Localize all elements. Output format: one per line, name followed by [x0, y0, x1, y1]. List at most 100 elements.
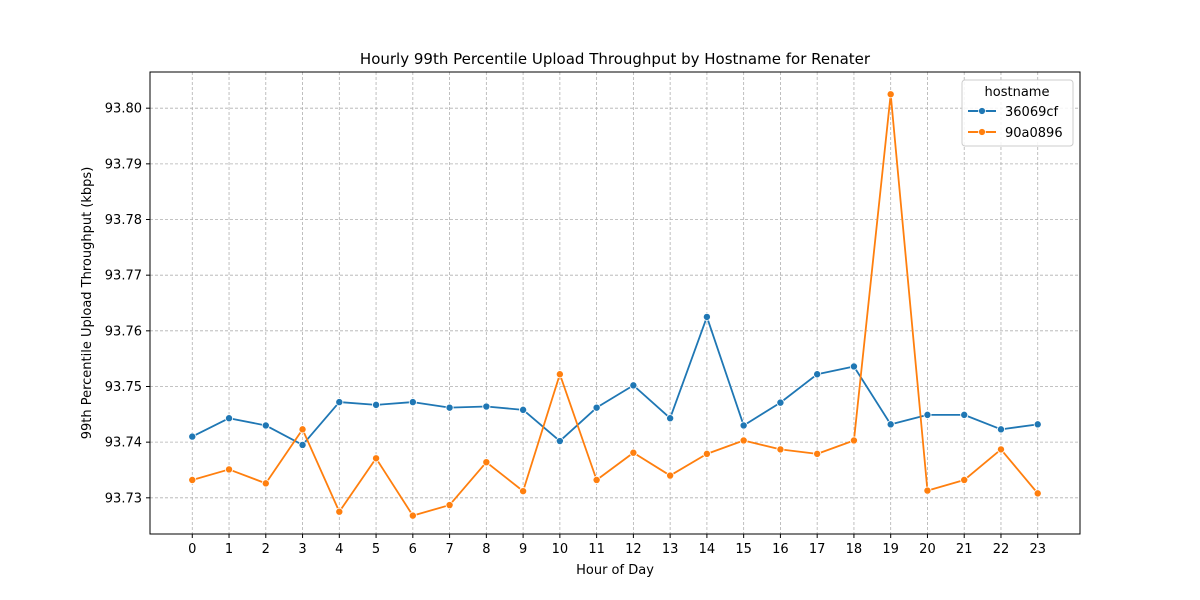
- y-tick-label: 93.74: [105, 436, 142, 451]
- y-tick-label: 93.76: [105, 324, 142, 339]
- x-tick-label: 15: [735, 542, 752, 557]
- data-point-90a0896: [996, 445, 1005, 454]
- data-point-36069cf: [298, 440, 307, 449]
- data-point-90a0896: [555, 370, 564, 379]
- data-point-36069cf: [923, 410, 932, 419]
- y-tick-label: 93.73: [105, 491, 142, 506]
- data-point-36069cf: [519, 405, 528, 414]
- x-tick-label: 11: [588, 542, 605, 557]
- x-tick-label: 3: [298, 542, 306, 557]
- legend-marker-90a0896: [978, 128, 986, 136]
- data-point-90a0896: [298, 425, 307, 434]
- data-point-90a0896: [1033, 489, 1042, 498]
- x-tick-label: 6: [409, 542, 417, 557]
- data-point-90a0896: [261, 479, 270, 488]
- y-axis-ticks: 93.73 93.74 93.75 93.76 93.77 93.78 93.79 93.80: [105, 102, 150, 506]
- data-point-36069cf: [1033, 420, 1042, 429]
- data-point-90a0896: [482, 458, 491, 467]
- x-tick-label: 22: [993, 542, 1010, 557]
- data-point-90a0896: [702, 449, 711, 458]
- legend-title: hostname: [985, 85, 1050, 100]
- data-point-90a0896: [335, 507, 344, 516]
- data-point-90a0896: [666, 471, 675, 480]
- chart-title: Hourly 99th Percentile Upload Throughput…: [360, 50, 871, 68]
- data-point-90a0896: [886, 90, 895, 99]
- grid: [150, 72, 1080, 534]
- data-point-36069cf: [776, 398, 785, 407]
- data-point-36069cf: [886, 420, 895, 429]
- x-tick-label: 10: [552, 542, 569, 557]
- legend-label-36069cf: 36069cf: [1005, 105, 1059, 120]
- data-point-36069cf: [702, 312, 711, 321]
- data-point-90a0896: [519, 487, 528, 496]
- data-point-36069cf: [592, 403, 601, 412]
- data-point-90a0896: [225, 465, 234, 474]
- data-point-36069cf: [408, 398, 417, 407]
- x-tick-label: 1: [225, 542, 233, 557]
- series-line-36069cf: [191, 316, 1038, 446]
- series-36069cf: [188, 312, 1042, 449]
- data-point-90a0896: [776, 445, 785, 454]
- x-tick-label: 2: [262, 542, 270, 557]
- legend-label-90a0896: 90a0896: [1005, 126, 1063, 141]
- data-point-90a0896: [445, 501, 454, 510]
- legend: hostname 36069cf 90a0896: [961, 79, 1074, 147]
- data-point-90a0896: [960, 476, 969, 485]
- data-point-36069cf: [555, 437, 564, 446]
- x-tick-label: 17: [809, 542, 826, 557]
- x-tick-label: 5: [372, 542, 380, 557]
- data-point-90a0896: [923, 486, 932, 495]
- data-point-36069cf: [482, 402, 491, 411]
- y-tick-label: 93.78: [105, 213, 142, 228]
- data-point-90a0896: [849, 436, 858, 445]
- y-tick-label: 93.80: [105, 102, 142, 117]
- y-tick-label: 93.75: [105, 380, 142, 395]
- data-point-90a0896: [739, 436, 748, 445]
- data-point-36069cf: [960, 410, 969, 419]
- data-point-90a0896: [592, 476, 601, 485]
- data-point-36069cf: [629, 381, 638, 390]
- x-tick-label: 8: [482, 542, 490, 557]
- x-tick-label: 12: [625, 542, 642, 557]
- legend-box: [961, 79, 1074, 147]
- x-tick-label: 0: [188, 542, 196, 557]
- data-point-36069cf: [813, 370, 822, 379]
- y-tick-label: 93.77: [105, 269, 142, 284]
- data-point-36069cf: [666, 414, 675, 423]
- plot-series: [188, 90, 1042, 520]
- legend-marker-36069cf: [978, 107, 986, 115]
- data-point-36069cf: [225, 414, 234, 423]
- x-axis-label: Hour of Day: [576, 563, 654, 578]
- series-line-90a0896: [192, 93, 1039, 517]
- data-point-36069cf: [849, 362, 858, 371]
- y-tick-label: 93.79: [105, 157, 142, 172]
- x-tick-label: 18: [846, 542, 863, 557]
- data-point-90a0896: [188, 476, 197, 485]
- y-axis-label: 99th Percentile Upload Throughput (kbps): [80, 167, 95, 440]
- x-axis-ticks: 0 1 2 3 4 5 6 7 8 9 10 11 12 13 14 15 16 17 18 19 20 21 22 23: [188, 534, 1046, 557]
- data-point-90a0896: [813, 449, 822, 458]
- data-point-36069cf: [188, 432, 197, 441]
- x-tick-label: 16: [772, 542, 789, 557]
- data-point-36069cf: [739, 421, 748, 430]
- series-90a0896: [188, 90, 1042, 520]
- plot-frame: [149, 71, 1081, 535]
- data-point-36069cf: [335, 398, 344, 407]
- data-point-90a0896: [372, 454, 381, 463]
- data-point-36069cf: [996, 425, 1005, 434]
- x-tick-label: 13: [662, 542, 679, 557]
- data-point-90a0896: [408, 511, 417, 520]
- x-tick-label: 14: [699, 542, 716, 557]
- x-tick-label: 7: [445, 542, 453, 557]
- x-tick-label: 21: [956, 542, 973, 557]
- x-tick-label: 19: [882, 542, 899, 557]
- data-point-36069cf: [261, 421, 270, 430]
- data-point-36069cf: [445, 403, 454, 412]
- x-tick-label: 23: [1029, 542, 1046, 557]
- data-point-36069cf: [372, 400, 381, 409]
- x-tick-label: 4: [335, 542, 343, 557]
- data-point-90a0896: [629, 448, 638, 457]
- x-tick-label: 20: [919, 542, 936, 557]
- x-tick-label: 9: [519, 542, 527, 557]
